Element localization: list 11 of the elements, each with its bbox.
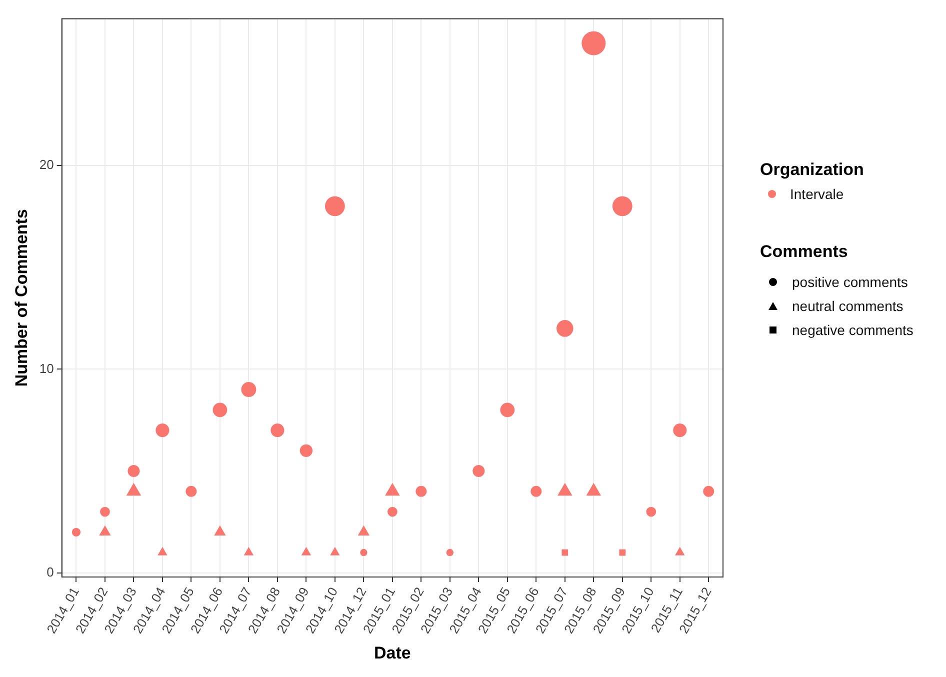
y-tick-label: 0 (46, 564, 54, 580)
x-axis-title: Date (374, 643, 411, 662)
y-tick-label: 10 (39, 360, 54, 376)
text: Organization (760, 160, 865, 180)
text: neutral comments (792, 298, 904, 314)
y-tick-label: 20 (39, 157, 54, 172)
legend-title: Comments (760, 242, 849, 262)
text: positive comments (792, 274, 908, 290)
text: Intervale (790, 186, 844, 202)
y-axis-title: Number of Comments (12, 209, 31, 387)
text: negative comments (792, 322, 914, 338)
